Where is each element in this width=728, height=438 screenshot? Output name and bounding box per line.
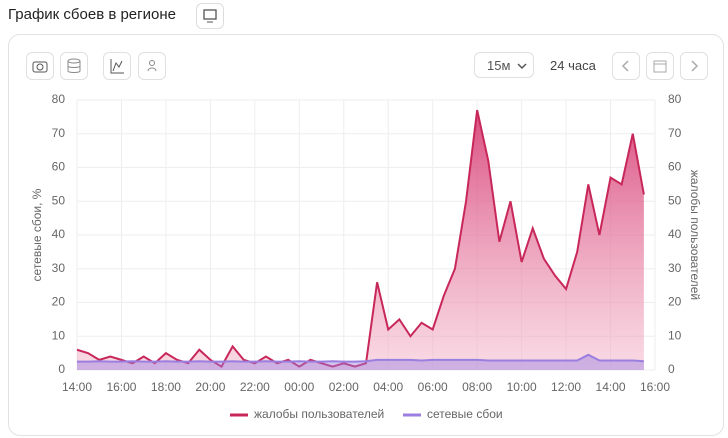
interval: 15м [487,58,511,73]
y2-tick-label: 80 [668,92,682,106]
y-tick-label: 0 [58,362,65,376]
y2-tick-label: 70 [668,126,682,140]
x-tick-label: 20:00 [195,380,225,394]
area [77,354,644,370]
legend-label: жалобы пользователей [254,407,384,421]
prev-button[interactable] [612,52,640,80]
area [77,110,644,370]
display-button[interactable] [196,3,224,29]
x-tick-label: 22:00 [240,380,270,394]
line [77,353,644,363]
y2-tick-label: 30 [668,261,682,275]
y2-tick-label: 20 [668,295,682,309]
y-tick-label: 50 [52,193,66,207]
x-tick-label: 16:00 [106,380,136,394]
x-tick-label: 00:00 [284,380,314,394]
line [76,109,645,369]
x-tick-label: 02:00 [329,380,359,394]
chart-button[interactable] [103,52,131,80]
y2-axis-label: жалобы пользователей [688,170,702,300]
y-axis-label: сетевые сбои, % [30,188,44,281]
y2-tick-label: 40 [668,227,682,241]
y2-tick-label: 10 [668,328,682,342]
y-tick-label: 40 [52,227,66,241]
x-tick-label: 06:00 [418,380,448,394]
y2-tick-label: 60 [668,160,682,174]
y2-tick-label: 50 [668,193,682,207]
screenshot-button[interactable] [26,52,54,80]
y-tick-label: 80 [52,92,66,106]
y-tick-label: 60 [52,160,66,174]
data-button[interactable] [60,52,88,80]
header-title: График сбоев в регионе [8,6,176,23]
x-tick-label: 16:00 [640,380,670,394]
y-tick-label: 70 [52,126,66,140]
x-tick-label: 10:00 [507,380,537,394]
y-tick-label: 10 [52,328,66,342]
calendar-button[interactable] [646,52,674,80]
chart-card [8,34,724,436]
x-tick-label: 08:00 [462,380,492,394]
next-button[interactable] [680,52,708,80]
interval-select[interactable]: 15м [474,52,534,78]
legend-label: сетевые сбои [427,407,503,421]
x-tick-label: 12:00 [551,380,581,394]
y-tick-label: 20 [52,295,66,309]
y-tick-label: 30 [52,261,66,275]
x-tick-label: 14:00 [62,380,92,394]
x-tick-label: 04:00 [373,380,403,394]
range: 24 часа [550,58,596,73]
user-button[interactable] [138,52,166,80]
x-tick-label: 18:00 [151,380,181,394]
y2-tick-label: 0 [668,362,675,376]
x-tick-label: 14:00 [596,380,626,394]
